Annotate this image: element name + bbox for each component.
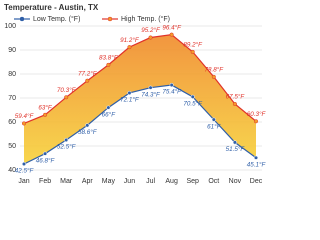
y-tick-label: 70: [8, 95, 16, 102]
legend-marker: [107, 16, 113, 22]
point: [85, 123, 90, 128]
x-tick-label: Apr: [82, 178, 94, 185]
x-tick-label: Dec: [250, 178, 263, 185]
value-label: 59.4°F: [15, 112, 35, 120]
value-label: 66°F: [102, 110, 117, 118]
value-label: 89.2°F: [183, 41, 203, 49]
value-label: 42.5°F: [15, 167, 35, 175]
point: [190, 49, 195, 54]
series-line: [23, 34, 257, 124]
value-label: 78.8°F: [205, 66, 225, 74]
point: [85, 78, 90, 83]
legend-label: High Temp. (°F): [121, 15, 170, 23]
point: [43, 151, 48, 156]
x-tick-label: Sep: [186, 178, 199, 185]
value-label: 51.5°F: [226, 145, 246, 153]
point: [253, 119, 259, 124]
point: [169, 82, 174, 88]
value-label: 63°F: [38, 103, 53, 111]
value-label: 58.6°F: [78, 128, 98, 136]
point: [43, 112, 48, 117]
y-tick-label: 90: [8, 47, 16, 54]
legend-label: Low Temp. (°F): [33, 15, 80, 23]
series-line: [23, 84, 257, 165]
y-tick-label: 100: [4, 23, 16, 30]
value-label: 60.3°F: [247, 110, 267, 118]
value-label: 46.8°F: [36, 156, 56, 164]
x-tick-label: May: [102, 178, 116, 185]
point: [106, 105, 111, 110]
point: [211, 74, 216, 79]
chart-title: Temperature - Austin, TX: [4, 3, 99, 12]
y-tick-label: 50: [8, 143, 16, 150]
value-label: 77.2°F: [78, 69, 98, 77]
y-tick-label: 60: [8, 119, 16, 126]
range-fill: [24, 34, 256, 164]
point: [127, 90, 132, 96]
value-label: 83.8°F: [99, 54, 119, 62]
point: [148, 35, 153, 40]
point: [148, 85, 153, 90]
x-tick-label: Jul: [146, 178, 155, 185]
x-tick-label: Oct: [208, 178, 219, 185]
point: [64, 95, 69, 100]
point: [211, 117, 216, 122]
point: [253, 155, 259, 160]
value-label: 74.3°F: [141, 90, 161, 98]
chart: Temperature - Austin, TX 40 50 60 70 80 90 100…: [4, 3, 267, 185]
x-tick-label: Jun: [124, 178, 135, 185]
value-label: 67.5°F: [226, 93, 246, 101]
x-tick-label: Jan: [18, 178, 29, 185]
value-label: 70.3°F: [57, 86, 77, 94]
point: [190, 94, 195, 99]
value-label: 96.4°F: [162, 23, 182, 31]
value-label: 61°F: [207, 122, 222, 130]
value-label: 91.2°F: [120, 36, 140, 44]
point: [127, 45, 132, 50]
x-tick-label: Aug: [165, 178, 178, 185]
point: [232, 101, 237, 107]
point: [64, 137, 69, 143]
value-label: 95.2°F: [141, 26, 161, 34]
value-label: 75.4°F: [162, 88, 182, 96]
x-tick-label: Feb: [39, 178, 51, 185]
point: [232, 140, 237, 145]
value-label: 45.1°F: [247, 160, 267, 168]
point: [169, 32, 174, 37]
value-label: 70.5°F: [183, 99, 203, 107]
x-tick-label: Nov: [229, 178, 242, 185]
value-label: 72.1°F: [120, 96, 140, 104]
y-tick-label: 40: [8, 167, 16, 174]
point: [21, 161, 27, 167]
legend-marker: [19, 16, 25, 22]
value-label: 52.5°F: [57, 143, 77, 151]
point: [106, 62, 111, 67]
y-tick-label: 80: [8, 71, 16, 78]
point: [21, 121, 27, 126]
x-tick-label: Mar: [60, 178, 73, 185]
